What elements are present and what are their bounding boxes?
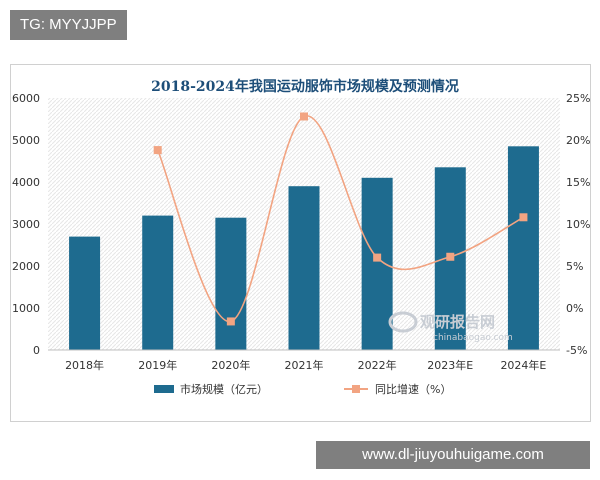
y-right-tick-label: -5% [566,344,587,357]
y-left-tick-label: 5000 [12,134,40,147]
chart-title: 2018-2024年我国运动服饰市场规模及预测情况 [151,78,459,95]
y-right-tick-label: 10% [566,218,590,231]
x-tick-label: 2018年 [65,358,104,372]
y-left-tick-label: 6000 [12,92,40,105]
bar [215,217,247,350]
bar [69,236,101,350]
y-left-tick-label: 0 [33,344,40,357]
growth-point [446,252,455,261]
legend: 市场规模（亿元） 同比增速（%） [154,382,451,396]
y-left-tick-label: 3000 [12,218,40,231]
growth-point [519,213,528,222]
growth-point [373,253,382,262]
bar [507,146,539,350]
x-tick-label: 2022年 [358,358,397,372]
bar [361,177,393,350]
x-tick-label: 2024年E [500,358,546,372]
brand-domain: chinabaogao.com [433,333,513,343]
x-tick-label: 2023年E [427,358,473,372]
y-right-tick-label: 20% [566,134,590,147]
y-right-tick-label: 5% [566,260,583,273]
x-tick-label: 2020年 [211,358,250,372]
logo-mark-icon [388,311,418,333]
growth-point [153,146,162,155]
y-right-tick-label: 15% [566,176,590,189]
bar [142,215,174,350]
y-right-tick-label: 25% [566,92,590,105]
growth-point [300,112,308,121]
brand-logo: 观研报告网 chinabaogao.com [388,311,513,343]
x-tick-label: 2019年 [138,358,177,372]
y-right-tick-label: 0% [566,302,583,315]
y-left-tick-label: 4000 [12,176,40,189]
y-left-tick-label: 1000 [12,302,40,315]
growth-point [226,317,235,326]
bottom-watermark-label: www.dl-jiuyouhuigame.com [316,441,590,469]
bar [288,186,320,350]
legend-bar-swatch [154,385,174,393]
brand-name: 观研报告网 [420,313,495,331]
legend-line-label: 同比增速（%） [375,382,451,396]
y-left-tick-label: 2000 [12,260,40,273]
top-watermark-label: TG: MYYJJPP [10,10,127,40]
legend-bar-label: 市场规模（亿元） [180,382,268,396]
x-tick-label: 2021年 [285,358,324,372]
legend-line-marker [352,385,360,393]
